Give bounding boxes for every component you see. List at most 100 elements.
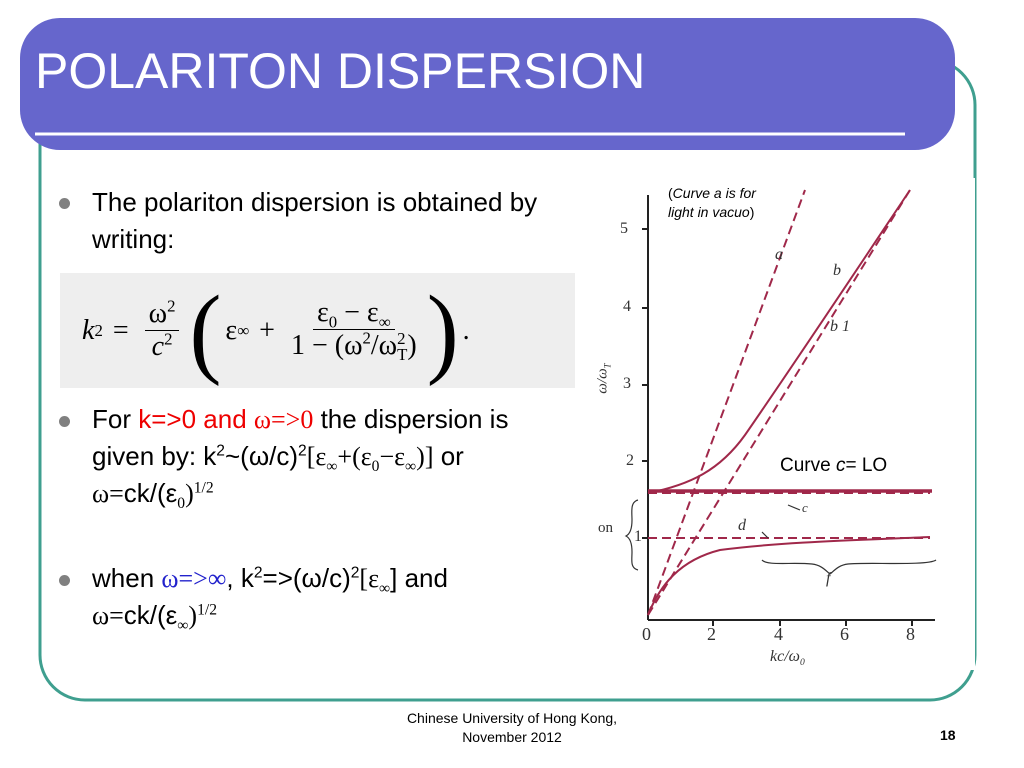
bullet-dot: [59, 198, 70, 209]
curve-lower: [647, 536, 931, 616]
title-bar: [20, 18, 955, 150]
eq-exp: 2: [362, 328, 371, 348]
text: [ε: [306, 442, 327, 471]
text: ω=>∞: [161, 564, 227, 593]
text: ): [188, 601, 198, 630]
eq-paren: (: [189, 274, 222, 387]
text: 2: [350, 564, 360, 582]
text: 1/2: [197, 601, 217, 619]
text: = LO: [845, 455, 888, 476]
text: the dispersion is given by: k: [92, 404, 509, 471]
eq-eps: ε: [225, 314, 238, 346]
bullet-dot: [59, 416, 70, 427]
text: ~(ω/c): [224, 441, 299, 471]
curves: [647, 189, 932, 616]
text: ∞: [326, 458, 338, 476]
text: )]: [416, 442, 434, 471]
text: ∞: [177, 617, 189, 635]
fraction: ε0 − ε∞ 1 − (ω2/ω 2 T): [291, 297, 417, 364]
markers: [624, 499, 937, 575]
eq-k: k: [82, 314, 95, 346]
eq-exp: 2: [164, 329, 173, 349]
bullet: For k=>0 and ω=>0 the dispersion is give…: [92, 401, 577, 512]
fraction: ω2 c2: [144, 298, 180, 363]
text: ] and: [390, 563, 448, 593]
eq-exp: 2: [397, 328, 406, 348]
x-tick-label: 0: [642, 624, 651, 644]
text: ck/(ε: [123, 478, 178, 508]
eq-den: 1 − (ω: [290, 329, 363, 361]
eq-period: .: [462, 314, 470, 346]
lo-label: Curve c= LO: [780, 455, 887, 477]
text: kc/ω: [770, 648, 800, 665]
text: c: [835, 455, 846, 476]
bullet-dot: [59, 575, 70, 586]
curve-b: [647, 189, 911, 494]
text: or: [433, 441, 464, 471]
x-tick-label: 8: [906, 624, 915, 644]
eq-den: ): [407, 329, 417, 361]
pointer: [761, 504, 937, 575]
text: light in vacuo: [668, 204, 750, 220]
text: 0: [371, 458, 380, 476]
footer: Chinese University of Hong Kong, November…: [312, 709, 712, 747]
annotation: (Curve a is for light in vacuo): [668, 184, 756, 222]
text: ω/ω: [594, 368, 611, 394]
curve-label: b 1: [830, 318, 850, 336]
text: The polariton dispersion is obtained by …: [92, 187, 538, 254]
eq-eps: ε: [316, 296, 329, 328]
text: ∞: [405, 458, 417, 476]
text: 2: [216, 442, 225, 460]
text: Curve a is for: [672, 185, 756, 201]
text: k=>0 and: [138, 404, 254, 434]
x-tick-label: 6: [840, 624, 849, 644]
curve-label: b: [833, 262, 841, 279]
text: ω=: [92, 479, 124, 508]
curve-a: [647, 189, 806, 616]
text: −ε: [379, 442, 406, 471]
footer-text: Chinese University of Hong Kong,: [406, 710, 618, 726]
eq-sub: 0: [328, 312, 338, 332]
text: , k: [226, 563, 254, 593]
y-tick-label: 5: [620, 220, 628, 237]
curve-label: f: [826, 570, 831, 587]
curve-label: c: [802, 500, 808, 515]
text: (: [668, 185, 673, 201]
text: +(ε: [337, 442, 372, 471]
page-number: 18: [940, 727, 956, 743]
eq-c: c: [151, 331, 165, 362]
text: 0: [177, 495, 186, 513]
text: when: [92, 563, 162, 593]
curve-label: a: [775, 246, 783, 263]
bullet: The polariton dispersion is obtained by …: [92, 184, 577, 258]
eq-paren: ): [426, 274, 459, 387]
text: ): [749, 204, 755, 220]
text: ck/(ε: [123, 600, 178, 630]
y-tick-label: 3: [623, 375, 631, 392]
text: 2: [253, 564, 263, 582]
text: ): [185, 479, 194, 508]
y-tick-label: 4: [623, 298, 631, 315]
eq-omega: ω: [148, 298, 168, 329]
brace: [624, 499, 639, 571]
text: 1: [842, 318, 850, 335]
y-tick-label: 2: [626, 452, 634, 469]
text: Curve: [780, 455, 836, 476]
title: POLARITON DISPERSION: [35, 43, 646, 99]
y-axis-label: ω/ωT: [594, 363, 613, 394]
y-tick-label: 1: [634, 528, 642, 545]
eq-sub: T: [397, 345, 408, 365]
text: ω=>0: [253, 405, 314, 434]
eq-eps: − ε: [337, 296, 379, 328]
bullet: when ω=>∞, k2=>(ω/c)2[ε∞] and ω=ck/(ε∞)1…: [92, 560, 577, 634]
text: [ε: [359, 564, 379, 593]
x-axis-label: kc/ω0: [770, 648, 805, 667]
x-tick-label: 4: [774, 624, 783, 644]
text: 2: [298, 442, 307, 460]
text: T: [602, 363, 613, 369]
text: 1/2: [193, 479, 214, 497]
